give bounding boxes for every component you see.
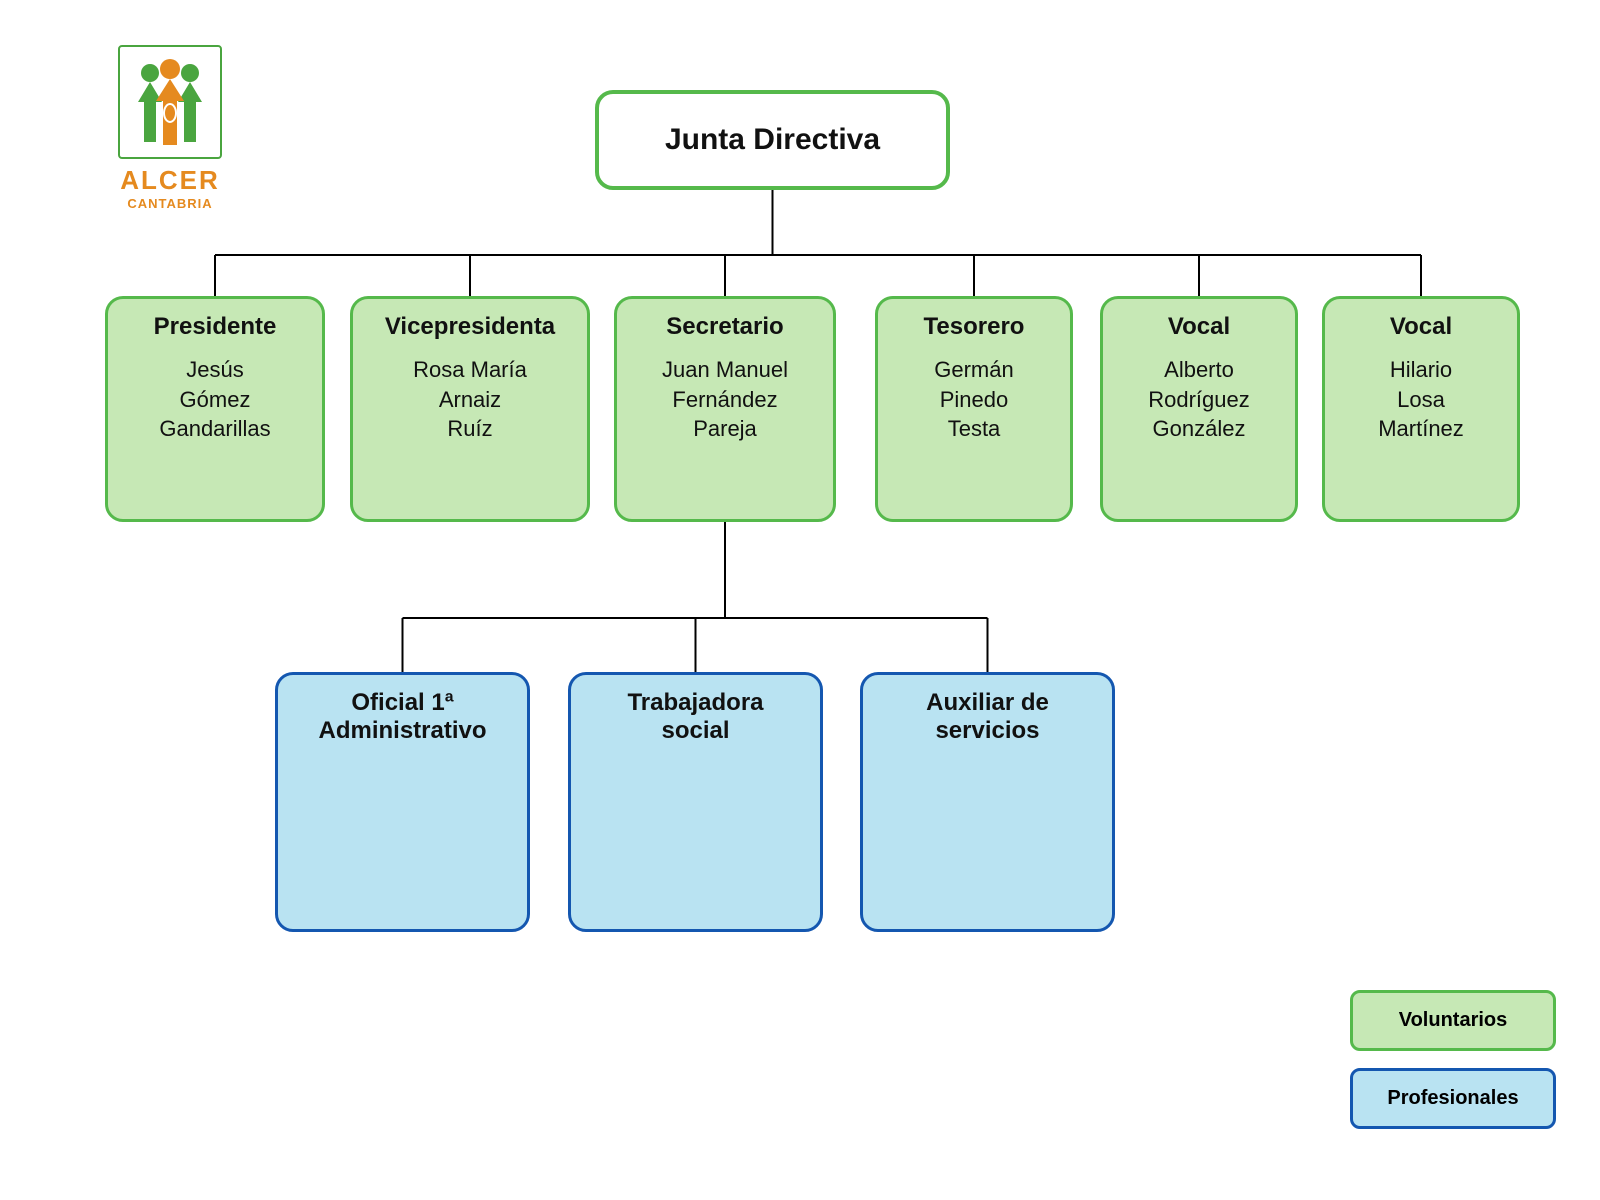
staff-node: Trabajadorasocial: [568, 672, 823, 932]
board-role-title: Tesorero: [888, 313, 1060, 341]
org-chart-canvas: ALCER CANTABRIA Junta Directiva Presiden…: [0, 0, 1600, 1200]
legend-item: Voluntarios: [1350, 990, 1556, 1051]
logo-icon: [118, 45, 222, 159]
root-title: Junta Directiva: [665, 123, 880, 157]
legend-item: Profesionales: [1350, 1068, 1556, 1129]
staff-node: Oficial 1ªAdministrativo: [275, 672, 530, 932]
board-node: Vocal HilarioLosaMartínez: [1322, 296, 1520, 522]
board-node: Presidente JesúsGómezGandarillas: [105, 296, 325, 522]
board-role-title: Vocal: [1113, 313, 1285, 341]
staff-title: Trabajadorasocial: [581, 689, 810, 745]
logo-word: ALCER: [90, 165, 250, 196]
staff-title: Auxiliar deservicios: [873, 689, 1102, 745]
logo-subtitle: CANTABRIA: [90, 196, 250, 211]
board-role-title: Presidente: [118, 313, 312, 341]
board-person-name: Rosa MaríaArnaizRuíz: [363, 355, 577, 444]
staff-title: Oficial 1ªAdministrativo: [288, 689, 517, 745]
board-person-name: GermánPinedoTesta: [888, 355, 1060, 444]
board-role-title: Secretario: [627, 313, 823, 341]
board-person-name: Juan ManuelFernándezPareja: [627, 355, 823, 444]
board-node: Tesorero GermánPinedoTesta: [875, 296, 1073, 522]
board-node: Vocal AlbertoRodríguezGonzález: [1100, 296, 1298, 522]
board-node: Vicepresidenta Rosa MaríaArnaizRuíz: [350, 296, 590, 522]
board-node: Secretario Juan ManuelFernándezPareja: [614, 296, 836, 522]
board-person-name: AlbertoRodríguezGonzález: [1113, 355, 1285, 444]
board-person-name: JesúsGómezGandarillas: [118, 355, 312, 444]
staff-node: Auxiliar deservicios: [860, 672, 1115, 932]
board-person-name: HilarioLosaMartínez: [1335, 355, 1507, 444]
root-node: Junta Directiva: [595, 90, 950, 190]
board-role-title: Vicepresidenta: [363, 313, 577, 341]
board-role-title: Vocal: [1335, 313, 1507, 341]
logo: ALCER CANTABRIA: [90, 45, 250, 211]
